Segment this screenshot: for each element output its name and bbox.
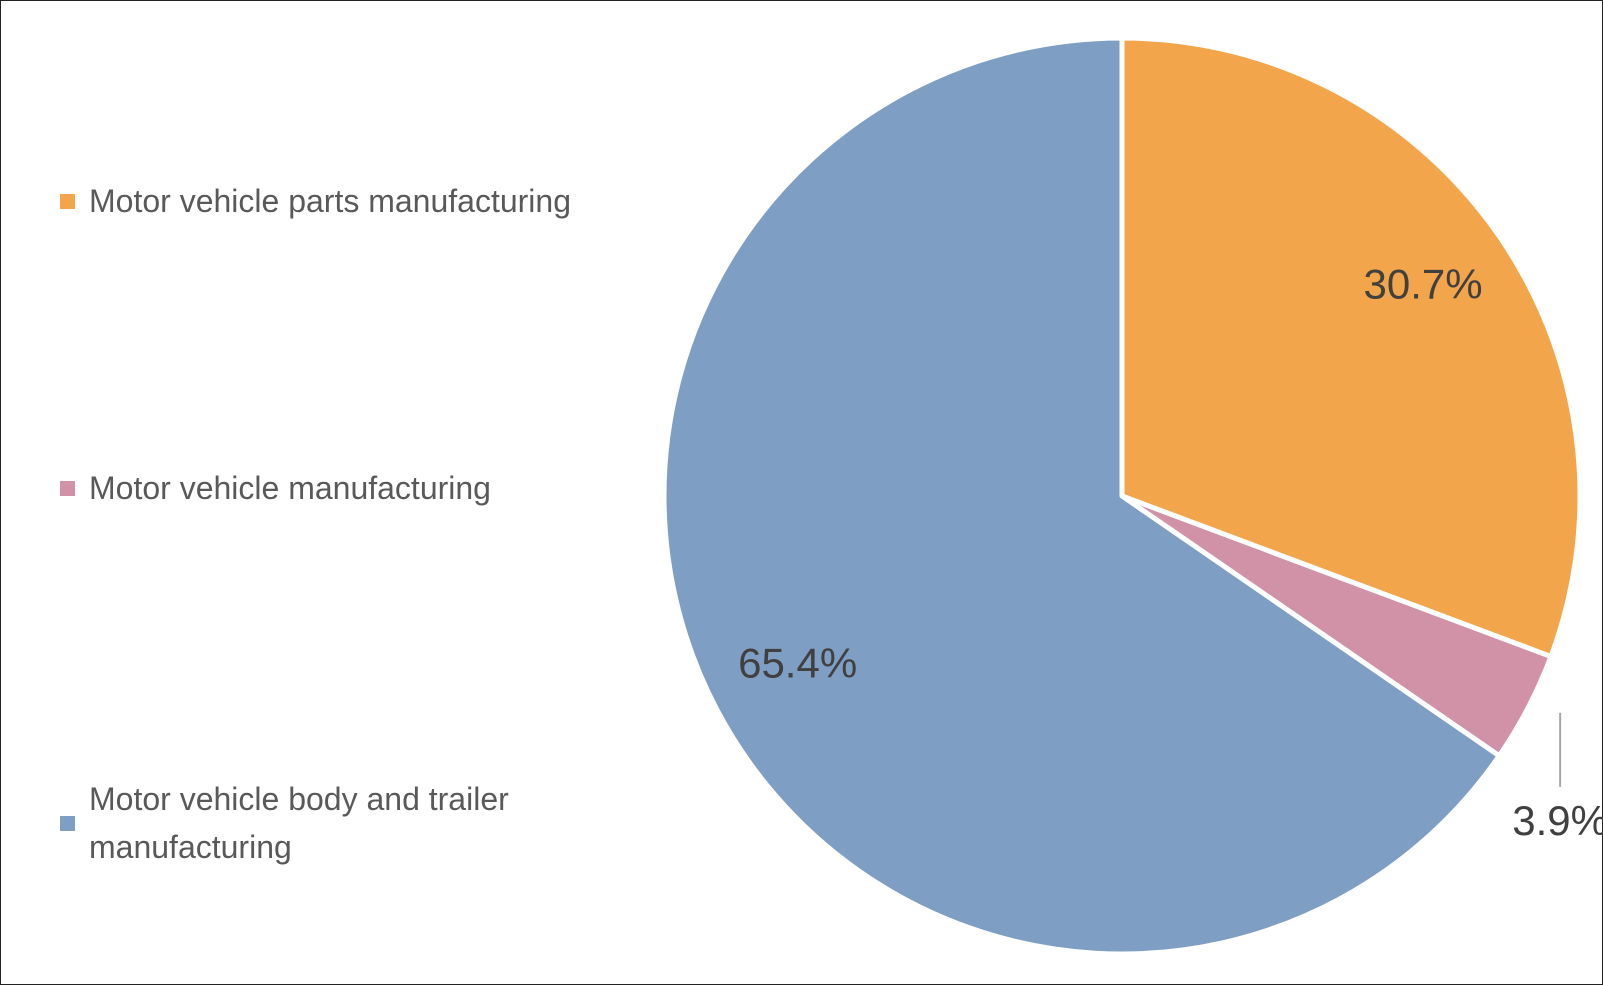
legend-swatch — [60, 815, 75, 831]
legend-label: Motor vehicle body and trailer manufactu… — [89, 781, 509, 865]
legend-swatch — [60, 480, 75, 496]
legend-label: Motor vehicle manufacturing — [89, 470, 491, 506]
legend-swatch — [60, 193, 75, 209]
data-label: 3.9% — [1512, 797, 1603, 844]
legend-item: Motor vehicle parts manufacturing — [60, 177, 620, 225]
legend-item: Motor vehicle manufacturing — [60, 464, 620, 512]
pie-slice — [1119, 35, 1583, 660]
pie-slice — [661, 35, 1502, 957]
data-label: 65.4% — [738, 640, 857, 687]
legend-label: Motor vehicle parts manufacturing — [89, 183, 571, 219]
legend-item: Motor vehicle body and trailer manufactu… — [60, 775, 620, 871]
data-label: 30.7% — [1364, 260, 1483, 307]
